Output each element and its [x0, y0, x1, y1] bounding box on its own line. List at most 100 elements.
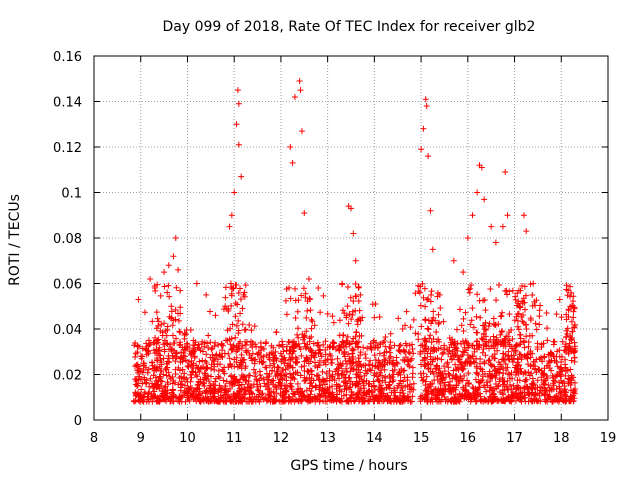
data-point — [332, 346, 339, 353]
data-point — [333, 394, 340, 401]
data-point — [347, 368, 354, 375]
data-point — [294, 380, 301, 387]
data-point — [435, 386, 442, 393]
data-point — [521, 283, 528, 290]
data-point — [530, 392, 537, 399]
data-point — [552, 378, 559, 385]
data-point — [181, 335, 188, 342]
data-point — [149, 318, 156, 325]
data-point — [370, 398, 377, 405]
data-point — [376, 340, 383, 347]
data-point — [347, 384, 354, 391]
data-point — [260, 353, 267, 360]
data-point — [530, 280, 537, 287]
data-point — [143, 379, 150, 386]
data-point — [222, 294, 229, 301]
data-point — [500, 370, 507, 377]
data-point — [158, 367, 165, 374]
data-point — [282, 297, 289, 304]
data-point — [460, 386, 467, 393]
data-point — [238, 365, 245, 372]
data-point — [156, 393, 163, 400]
data-point — [512, 293, 519, 300]
data-point — [235, 382, 242, 389]
data-point — [166, 395, 173, 402]
data-point — [301, 334, 308, 341]
data-point — [389, 378, 396, 385]
y-tick-label: 0.16 — [53, 50, 82, 65]
data-point — [436, 291, 443, 298]
data-point — [480, 331, 487, 338]
data-point — [497, 338, 504, 345]
data-point — [422, 387, 429, 394]
data-point — [412, 330, 419, 337]
data-point — [408, 355, 415, 362]
data-point — [229, 381, 236, 388]
data-point — [233, 322, 240, 329]
data-point — [288, 374, 295, 381]
data-point — [441, 382, 448, 389]
data-point — [216, 374, 223, 381]
data-point — [558, 395, 565, 402]
data-point — [381, 349, 388, 356]
data-point — [521, 378, 528, 385]
data-point — [390, 357, 397, 364]
data-point — [409, 345, 416, 352]
data-point — [197, 398, 204, 405]
data-point — [515, 310, 522, 317]
data-point — [152, 334, 159, 341]
data-point — [521, 344, 528, 351]
data-point — [294, 325, 301, 332]
y-tick-label: 0.12 — [53, 141, 82, 156]
data-point — [342, 374, 349, 381]
data-point — [341, 310, 348, 317]
data-point — [495, 281, 502, 288]
data-point — [474, 291, 481, 298]
data-point — [437, 373, 444, 380]
data-point — [290, 371, 297, 378]
data-point — [445, 370, 452, 377]
data-point — [191, 353, 198, 360]
data-point — [202, 365, 209, 372]
data-point — [558, 358, 565, 365]
data-point — [229, 344, 236, 351]
data-point — [160, 371, 167, 378]
data-point — [473, 313, 480, 320]
data-point — [370, 382, 377, 389]
data-point — [252, 370, 259, 377]
data-point — [264, 386, 271, 393]
data-point — [422, 96, 429, 103]
data-point — [312, 359, 319, 366]
data-point — [175, 266, 182, 273]
data-point — [203, 351, 210, 358]
data-point — [428, 388, 435, 395]
data-point — [470, 358, 477, 365]
data-point — [132, 381, 139, 388]
data-point — [481, 382, 488, 389]
data-point — [564, 325, 571, 332]
data-point — [469, 212, 476, 219]
data-point — [241, 395, 248, 402]
data-point — [344, 397, 351, 404]
data-point — [188, 374, 195, 381]
data-point — [569, 334, 576, 341]
data-point — [211, 363, 218, 370]
data-point — [251, 360, 258, 367]
data-point — [435, 321, 442, 328]
data-point — [308, 371, 315, 378]
data-point — [476, 341, 483, 348]
data-point — [499, 390, 506, 397]
data-point — [415, 288, 422, 295]
data-point — [487, 285, 494, 292]
data-point — [261, 380, 268, 387]
data-point — [337, 362, 344, 369]
data-point — [202, 394, 209, 401]
data-point — [557, 365, 564, 372]
data-point — [375, 357, 382, 364]
data-point — [571, 358, 578, 365]
data-point — [509, 389, 516, 396]
data-point — [506, 329, 513, 336]
data-point — [505, 386, 512, 393]
data-point — [175, 317, 182, 324]
data-point — [169, 393, 176, 400]
